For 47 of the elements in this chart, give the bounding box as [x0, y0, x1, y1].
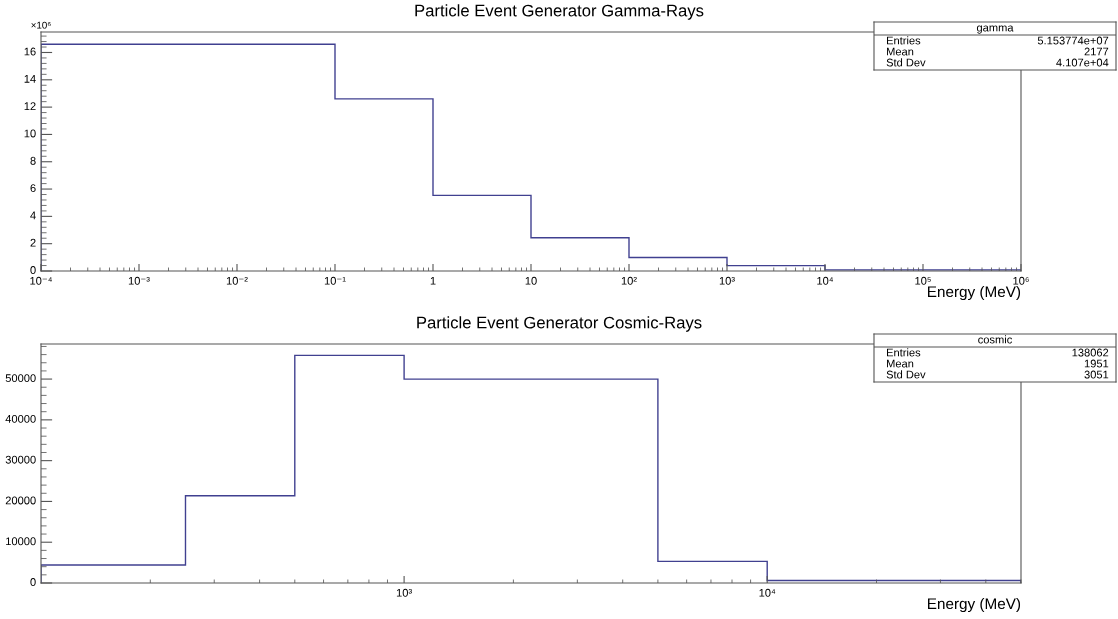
x-tick-label: 10 [525, 276, 537, 285]
x-tick-label: 10⁶ [1013, 276, 1029, 285]
y-tick-label: 50000 [5, 374, 36, 383]
text: 4.107e+04 [1056, 58, 1109, 67]
y-tick-label: 8 [30, 156, 36, 165]
text: 138062 [1072, 348, 1109, 357]
y-tick-label: 20000 [5, 496, 36, 505]
x-tick-label: 10⁴ [817, 276, 834, 285]
chart-title: Particle Event Generator Cosmic-Rays [417, 316, 702, 332]
annotation: Std Dev [886, 58, 926, 67]
x-tick-label: 10⁻² [226, 276, 248, 285]
y-tick-label: 12 [24, 102, 36, 110]
text: 5.153774e+07 [1037, 36, 1109, 45]
y-tick-label: 2 [30, 238, 36, 247]
annotation: Mean [887, 47, 914, 56]
x-tick-label: 1 [430, 276, 436, 285]
x-tick-label: 10³ [396, 588, 412, 597]
y-axis-title: ×10⁶ [31, 21, 51, 29]
annotation: Entries [887, 348, 921, 357]
x-tick-label: 10⁴ [759, 588, 776, 597]
chart-title: Particle Event Generator Gamma-Rays [415, 4, 704, 20]
x-tick-label: 10⁻¹ [324, 276, 346, 285]
x-tick-label: 10² [621, 276, 637, 285]
x-tick-label: 10⁻⁴ [30, 276, 52, 285]
y-tick-label: 16 [24, 47, 36, 56]
y-tick-label: 14 [24, 75, 36, 83]
annotation: Std Dev [886, 370, 926, 379]
y-tick-label: 10 [24, 129, 36, 138]
annotation: Mean [887, 359, 914, 368]
text: cosmic [978, 335, 1012, 344]
x-tick-label: 10³ [719, 276, 735, 285]
text: 1951 [1084, 359, 1109, 368]
x-axis-title: Energy (MeV) [928, 285, 1021, 301]
y-tick-label: 0 [30, 266, 36, 274]
y-tick-label: 40000 [5, 414, 36, 423]
x-tick-label: 10⁻³ [128, 276, 150, 285]
x-tick-label: 10⁵ [915, 276, 931, 285]
y-tick-label: 30000 [5, 455, 36, 464]
y-tick-label: 4 [30, 211, 36, 220]
y-tick-label: 0 [30, 578, 36, 586]
y-tick-label: 6 [30, 184, 36, 193]
annotation: Entries [887, 36, 921, 45]
text: 3051 [1084, 370, 1109, 379]
text: 2177 [1084, 47, 1109, 56]
x-axis-title: Energy (MeV) [928, 597, 1021, 613]
annotation: gamma [976, 25, 1014, 34]
y-tick-label: 10000 [6, 537, 36, 546]
